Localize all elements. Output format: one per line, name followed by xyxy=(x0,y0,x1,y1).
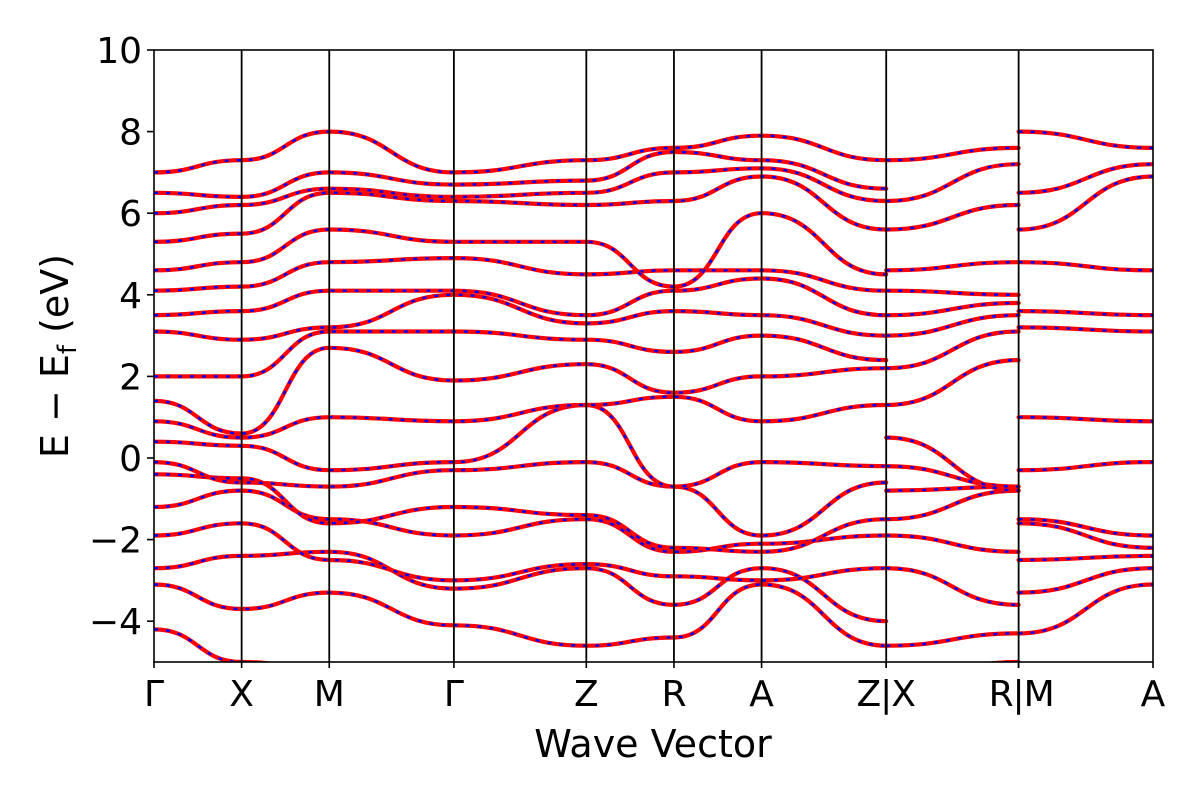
band-line-dashed-seg3-0 xyxy=(1018,583,1153,635)
x-tick-label-1: X xyxy=(229,674,254,715)
y-axis-label-main: E − E xyxy=(33,354,77,458)
band-line-dashed-seg1-16 xyxy=(154,167,887,215)
x-tick-label-2: M xyxy=(314,674,345,715)
band-line-seg3-2 xyxy=(1016,553,1153,563)
band-line-seg2-16 xyxy=(884,145,1021,163)
band-line-seg3-9 xyxy=(1016,260,1153,273)
band-line-seg3-7 xyxy=(1016,325,1153,334)
band-line-dashed-seg1-4 xyxy=(154,489,887,554)
band-line-seg1-13 xyxy=(154,256,889,293)
band-line-dashed-seg2-8 xyxy=(886,358,1019,407)
band-line-seg3-3 xyxy=(1016,521,1153,550)
band-line-seg1-18 xyxy=(154,129,889,175)
band-line-seg2-12 xyxy=(884,288,1021,297)
x-tick-label-8: | xyxy=(880,674,892,715)
band-line-seg2-10 xyxy=(884,313,1021,338)
y-tick-label-6: 8 xyxy=(119,113,142,154)
band-line-seg3-6 xyxy=(1016,415,1153,424)
band-line-seg2-15 xyxy=(884,162,1021,204)
band-line-dashed-seg1-0 xyxy=(154,628,267,662)
band-line-dashed-seg1-6 xyxy=(154,460,887,537)
band-line-seg3-4 xyxy=(1016,517,1153,538)
y-tick-label-1: −2 xyxy=(89,521,142,562)
y-axis-label: E − Ef (eV) xyxy=(33,254,83,458)
band-line-seg2-4 xyxy=(884,488,1021,522)
band-line-seg2-9 xyxy=(884,329,1021,371)
y-tick-label-5: 6 xyxy=(119,194,142,235)
band-line-seg3-11 xyxy=(1016,162,1153,195)
kpoint-lines xyxy=(240,50,1020,662)
x-tick-label-12: M xyxy=(1024,674,1055,715)
band-line-dashed-seg1-15 xyxy=(154,175,887,243)
band-line-seg2-1 xyxy=(884,631,1021,648)
x-axis-kpoint-labels: Γ X M Γ Z R A Z|X R|M A xyxy=(144,662,1166,715)
band-line-seg2-14 xyxy=(884,202,1021,232)
band-line-seg1-0 xyxy=(154,627,274,662)
band-line-dashed-seg1-14 xyxy=(154,211,887,288)
band-line-seg2-6 xyxy=(884,464,1021,489)
band-line-dashed-seg1-12 xyxy=(154,277,887,317)
plot-frame xyxy=(153,49,1154,663)
band-line-dashed-seg1-17 xyxy=(154,150,887,199)
band-line-seg2-3 xyxy=(884,533,1021,554)
band-line-seg1-7 xyxy=(154,402,889,489)
y-tick-label-2: 0 xyxy=(119,439,142,480)
y-axis-label-sub: f xyxy=(53,344,83,354)
band-line-seg1-4 xyxy=(154,488,889,554)
band-line-seg3-5 xyxy=(1016,460,1153,473)
band-line-dashed-seg1-3 xyxy=(154,522,887,582)
x-tick-label-13: A xyxy=(1141,674,1166,715)
x-tick-label-4: Z xyxy=(574,674,599,715)
band-line-seg1-6 xyxy=(154,460,889,538)
y-tick-label-3: 2 xyxy=(119,357,142,398)
x-tick-label-6: A xyxy=(749,674,774,715)
band-line-seg3-1 xyxy=(1016,566,1153,595)
x-axis-label: Wave Vector xyxy=(534,722,772,766)
x-tick-label-3: Γ xyxy=(444,674,464,715)
band-line-dashed-seg1-7 xyxy=(154,403,887,488)
band-line-seg1-9 xyxy=(154,345,889,436)
band-line-seg2-2 xyxy=(884,566,1021,607)
y-tick-label-4: 4 xyxy=(119,276,142,317)
band-line-seg3-12 xyxy=(1016,129,1153,150)
band-line-seg3-8 xyxy=(1016,309,1153,318)
band-line-seg1-1 xyxy=(154,582,889,648)
y-axis-ticks: −4 −2 0 2 4 6 8 10 xyxy=(89,31,154,643)
x-tick-label-11: | xyxy=(1013,674,1025,715)
x-tick-label-7: Z xyxy=(857,674,882,715)
y-tick-label-7: 10 xyxy=(96,31,142,72)
x-tick-label-9: X xyxy=(891,674,916,715)
x-tick-label-5: R xyxy=(661,674,686,715)
band-line-dashed-seg3-10 xyxy=(1018,175,1153,231)
band-line-seg2-13 xyxy=(884,260,1021,273)
band-line-seg1-15 xyxy=(154,174,889,244)
y-tick-label-0: −4 xyxy=(89,602,142,643)
bands-layer xyxy=(154,129,1153,662)
band-line-seg1-16 xyxy=(154,166,889,216)
band-line-seg1-5 xyxy=(154,472,889,554)
band-line-dashed-seg1-8 xyxy=(154,395,887,439)
band-line-dashed-seg2-7 xyxy=(886,436,1019,492)
band-line-seg2-11 xyxy=(884,300,1021,318)
x-tick-label-10: R xyxy=(989,674,1014,715)
x-tick-label-0: Γ xyxy=(144,674,164,715)
band-line-seg1-14 xyxy=(154,211,889,289)
y-axis-label-unit: (eV) xyxy=(33,254,77,333)
